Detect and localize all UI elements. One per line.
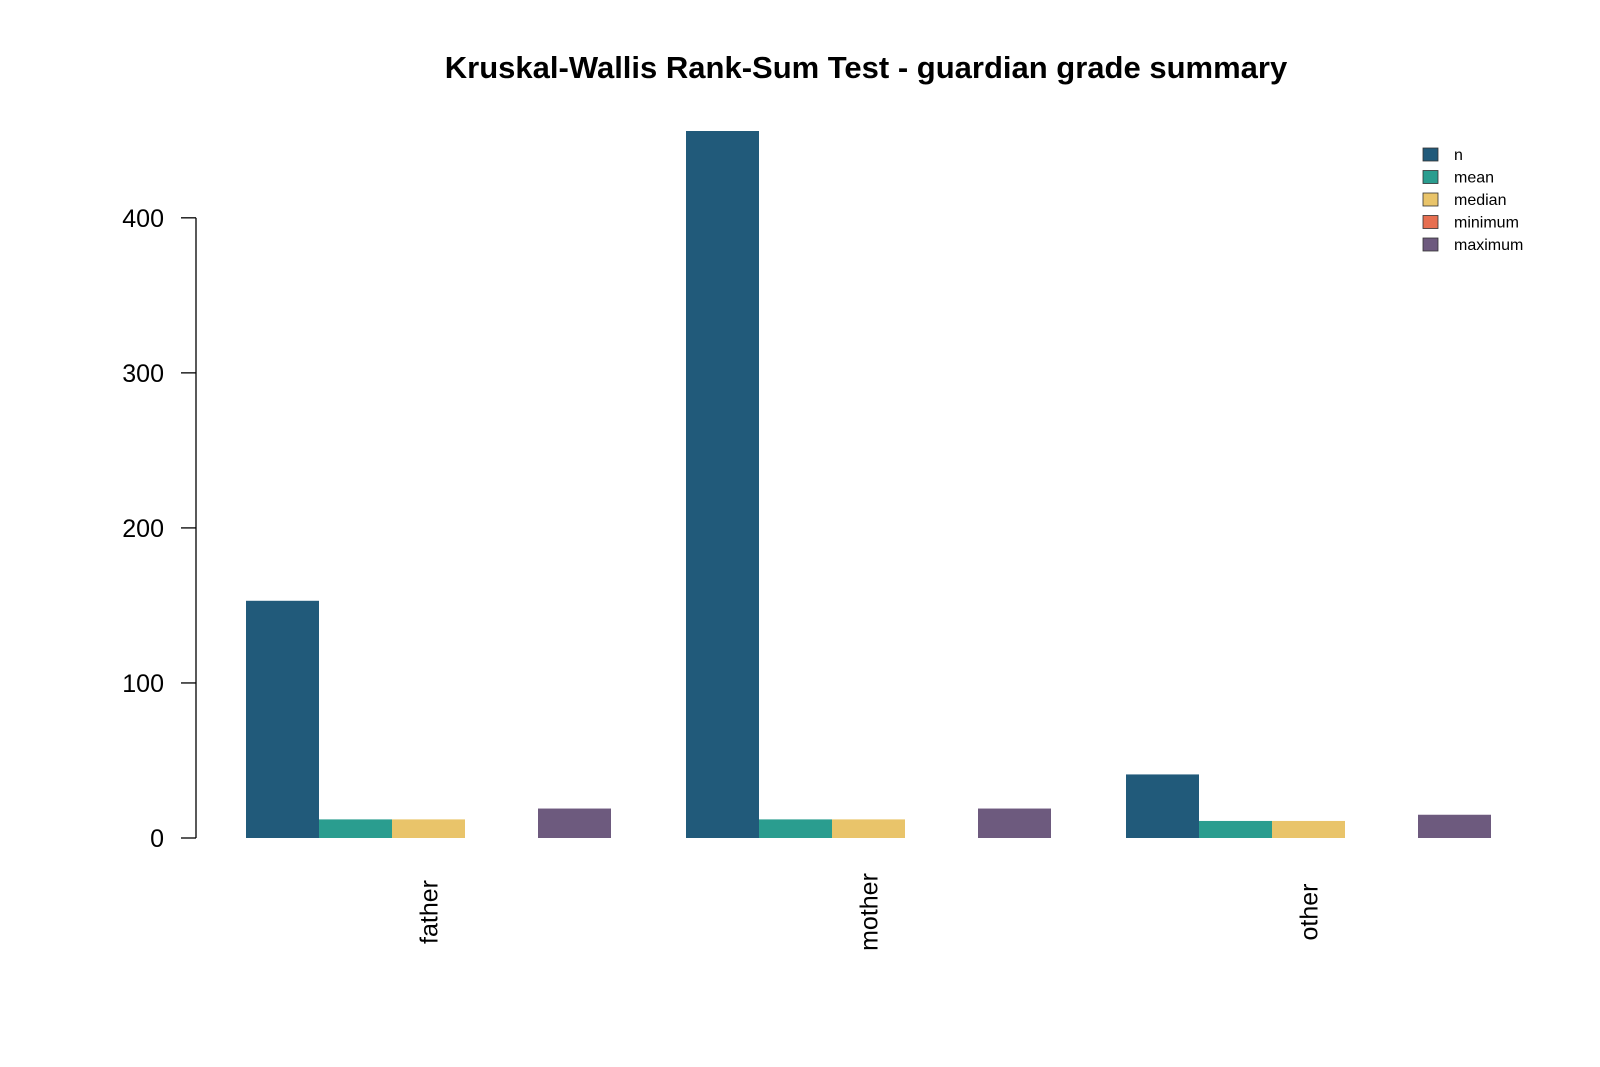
category-label-mother: mother bbox=[856, 873, 884, 951]
legend-label-mean: mean bbox=[1454, 170, 1494, 187]
bar-other-mean bbox=[1199, 820, 1272, 838]
legend-swatch-mean bbox=[1422, 170, 1439, 184]
category-labels: father mother other bbox=[416, 873, 1324, 951]
category-label-other: other bbox=[1296, 884, 1324, 941]
category-label-father: father bbox=[416, 880, 444, 944]
bar-father-n bbox=[246, 600, 319, 838]
legend-label-maximum: maximum bbox=[1454, 237, 1523, 254]
bar-mother-median bbox=[832, 819, 905, 838]
legend-swatch-n bbox=[1422, 147, 1439, 162]
bar-other-n bbox=[1126, 774, 1199, 838]
y-axis: 0 100 200 300 400 bbox=[122, 205, 197, 853]
bar-father-mean bbox=[319, 819, 392, 838]
legend-label-minimum: minimum bbox=[1454, 215, 1519, 232]
bar-other-maximum bbox=[1418, 814, 1491, 838]
legend-swatch-minimum bbox=[1422, 215, 1439, 229]
legend: n mean median minimum maximum bbox=[1422, 147, 1523, 254]
y-tick-label: 300 bbox=[122, 360, 164, 388]
bar-group bbox=[246, 131, 1491, 838]
bar-mother-maximum bbox=[978, 808, 1051, 838]
legend-label-n: n bbox=[1454, 147, 1463, 164]
chart-title: Kruskal-Wallis Rank-Sum Test - guardian … bbox=[445, 50, 1288, 85]
legend-swatch-median bbox=[1422, 192, 1439, 207]
y-tick-label: 100 bbox=[122, 670, 164, 698]
bar-other-median bbox=[1272, 820, 1345, 838]
y-tick-label: 0 bbox=[150, 825, 164, 853]
legend-swatch-maximum bbox=[1422, 237, 1439, 252]
bar-mother-n bbox=[686, 131, 759, 838]
bar-father-maximum bbox=[538, 808, 611, 838]
bar-mother-mean bbox=[759, 819, 832, 838]
y-tick-label: 400 bbox=[122, 205, 164, 233]
y-tick-label: 200 bbox=[122, 515, 164, 543]
bar-father-median bbox=[392, 819, 465, 838]
legend-label-median: median bbox=[1454, 192, 1506, 209]
